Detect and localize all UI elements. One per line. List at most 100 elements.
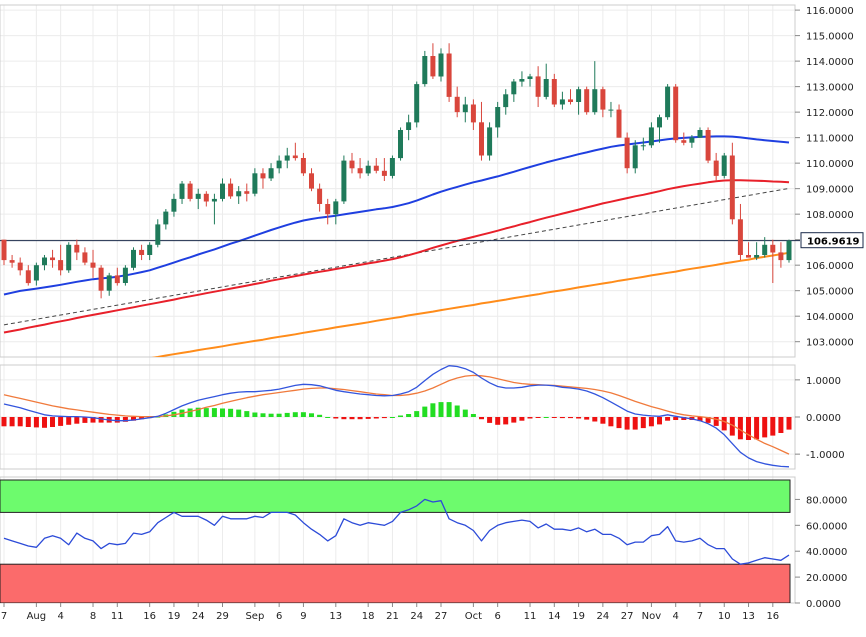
macd-hist-bar	[770, 417, 776, 436]
candle-body	[74, 244, 80, 253]
candle-body	[187, 183, 193, 199]
rsi-axis: 0.0000 20.0000 40.0000 60.0000 80.0000	[795, 495, 847, 610]
candle-body	[171, 198, 177, 212]
macd-hist-bar	[17, 417, 23, 427]
ma-blue-line	[3, 135, 790, 296]
candle-body	[470, 104, 476, 123]
price-tick-label: 114.0000	[806, 57, 854, 68]
macd-hist-bar	[325, 417, 331, 418]
macd-hist-bar	[300, 412, 306, 417]
macd-hist-bar	[543, 417, 549, 418]
candle-body	[163, 211, 169, 225]
macd-hist-bar	[50, 417, 55, 427]
candle-body	[365, 165, 371, 174]
last-price-tag-bg	[800, 232, 864, 249]
candle-body	[495, 107, 501, 128]
candle-body	[236, 191, 242, 197]
macd-hist-bar	[365, 417, 371, 419]
macd-hist-bar	[389, 417, 395, 418]
macd-hist-bar	[681, 417, 687, 420]
macd-hist-bar	[228, 408, 234, 417]
candle-body	[535, 76, 541, 97]
x-tick-label: 11	[111, 611, 124, 622]
candle-body	[665, 86, 671, 118]
macd-hist-bar	[592, 417, 598, 422]
macd-hist-bar	[495, 417, 501, 425]
candle-body	[721, 155, 727, 176]
candle-body	[632, 145, 638, 169]
macd-hist-bar	[470, 414, 476, 417]
candle-body	[681, 140, 687, 143]
x-tick-label: 19	[572, 611, 585, 622]
macd-hist-bar	[349, 417, 355, 420]
macd-hist-bar	[187, 408, 193, 417]
macd-hist-bar	[82, 417, 88, 423]
x-tick-label: 13	[742, 611, 755, 622]
macd-hist-bar	[454, 405, 460, 417]
macd-hist-bar	[422, 406, 428, 417]
rsi-tick-label: 0.0000	[806, 599, 841, 610]
macd-hist-bar	[657, 417, 662, 425]
candle-body	[139, 249, 145, 255]
candle-body	[527, 76, 533, 79]
candle-body	[754, 255, 760, 258]
macd-hist-bar	[139, 417, 145, 420]
macd-hist-bar	[398, 415, 403, 417]
candle-body	[211, 198, 217, 202]
candle-body	[300, 158, 306, 174]
price-axis: 103.0000104.0000105.0000106.0000107.0000…	[795, 6, 854, 349]
candle-body	[349, 160, 355, 169]
x-tick-label: 19	[168, 611, 181, 622]
candle-body	[446, 53, 452, 97]
macd-hist-bar	[414, 411, 420, 417]
candle-body	[503, 94, 509, 108]
x-tick-label: 14	[548, 611, 561, 622]
rsi-tick-label: 60.0000	[806, 521, 847, 532]
candle-body	[576, 89, 582, 102]
x-tick-label: 13	[329, 611, 342, 622]
candle-body	[600, 89, 606, 110]
candle-body	[786, 240, 792, 261]
macd-hist-bar	[430, 403, 436, 417]
macd-hist-bar	[66, 417, 72, 425]
candle-body	[746, 255, 751, 258]
candle-body	[98, 267, 104, 291]
x-tick-label: 16	[143, 611, 156, 622]
candle-body	[17, 262, 23, 271]
candle-body	[317, 188, 323, 204]
x-tick-label: 6	[494, 611, 500, 622]
macd-hist-bar	[309, 413, 314, 417]
candle-body	[284, 155, 290, 161]
x-tick-label: Nov	[642, 611, 662, 622]
macd-tick-label: 1.0000	[806, 376, 841, 387]
macd-hist-bar	[292, 412, 298, 417]
macd-hist-bar	[268, 413, 274, 417]
rsi-panel: 0.0000 20.0000 40.0000 60.0000 80.0000	[0, 476, 847, 610]
macd-hist-bar	[713, 417, 719, 426]
candle-body	[762, 244, 768, 255]
macd-hist-bar	[9, 417, 15, 427]
macd-hist-bar	[608, 417, 614, 427]
x-tick-label: 9	[300, 611, 306, 622]
candle-body	[252, 173, 258, 194]
candle-body	[414, 84, 420, 123]
macd-hist-bar	[632, 417, 638, 430]
x-tick-label: 4	[57, 611, 63, 622]
last-price-label: 106.9619	[807, 237, 860, 248]
macd-hist-bar	[600, 417, 606, 424]
macd-hist-bar	[786, 417, 792, 430]
price-tick-label: 112.0000	[806, 108, 854, 119]
macd-panel: -1.0000 0.0000 1.0000	[0, 364, 845, 470]
candle-body	[438, 53, 444, 77]
macd-histogram	[1, 402, 792, 440]
candle-body	[543, 79, 549, 97]
candle-body	[268, 168, 274, 179]
macd-signal-line	[3, 374, 790, 455]
candle-body	[155, 224, 161, 245]
x-tick-label: 29	[216, 611, 229, 622]
macd-hist-bar	[673, 417, 679, 420]
rsi-path	[3, 498, 790, 565]
candle-body	[657, 117, 662, 128]
candlesticks	[1, 43, 792, 299]
trendline-path	[3, 187, 790, 326]
